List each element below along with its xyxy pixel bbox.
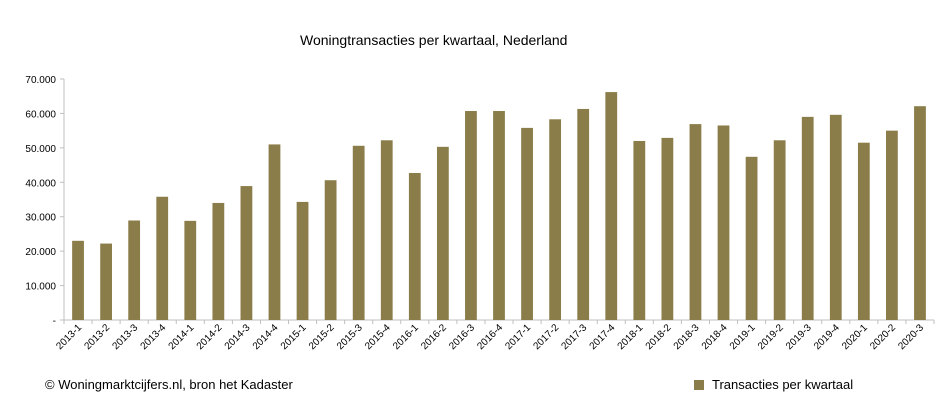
x-tick-label: 2016-1 [391, 322, 421, 352]
x-tick-label: 2017-3 [560, 322, 590, 352]
x-tick-label: 2018-4 [700, 322, 730, 352]
bar [745, 156, 758, 320]
y-tick-label: 20.000 [25, 247, 56, 258]
source-credit: © Woningmarktcijfers.nl, bron het Kadast… [45, 377, 293, 392]
x-tick-label: 2014-4 [251, 322, 281, 352]
legend-label: Transacties per kwartaal [712, 377, 854, 392]
bar [436, 146, 449, 320]
y-tick-label: 60.000 [25, 109, 56, 120]
bar [633, 140, 646, 320]
x-tick-label: 2014-2 [195, 322, 225, 352]
y-tick-label: 40.000 [25, 178, 56, 189]
bar [380, 140, 393, 320]
bar [886, 130, 898, 320]
x-tick-label: 2015-2 [307, 322, 337, 352]
bar [857, 142, 870, 320]
x-tick-label: 2019-3 [784, 322, 814, 352]
bar [240, 186, 253, 320]
x-tick-label: 2017-4 [588, 322, 618, 352]
bar [689, 124, 702, 320]
y-tick-label: 30.000 [25, 213, 56, 224]
bar [577, 108, 590, 321]
bar [72, 240, 84, 320]
bar [717, 125, 730, 320]
x-tick-label: 2014-1 [167, 322, 197, 352]
x-tick-label: 2018-1 [616, 322, 646, 352]
bar [605, 92, 618, 320]
bar [801, 116, 814, 320]
bar [100, 243, 112, 320]
y-tick-label: 70.000 [25, 75, 56, 86]
x-tick-label: 2016-2 [419, 322, 449, 352]
x-tick-label: 2015-4 [363, 322, 393, 352]
bar [296, 201, 309, 320]
x-tick-label: 2014-3 [223, 322, 253, 352]
y-tick-labels: - 10.000 20.000 30.000 40.000 50.000 60.000 70.… [25, 75, 56, 327]
bar [914, 106, 926, 320]
x-tick-label: 2019-2 [756, 322, 786, 352]
bar [493, 111, 505, 320]
bars [72, 92, 926, 321]
legend-swatch [694, 379, 704, 390]
x-tick-label: 2019-4 [812, 322, 842, 352]
x-tick-label: 2020-1 [840, 322, 870, 352]
x-tick-label: 2013-3 [110, 322, 140, 352]
legend: Transacties per kwartaal [694, 377, 853, 392]
bar [408, 172, 421, 320]
x-tick-label: 2018-3 [672, 322, 702, 352]
x-tick-label: 2020-3 [896, 322, 926, 352]
x-tick-label: 2015-1 [279, 322, 309, 352]
bar [156, 196, 169, 320]
x-tick-label: 2020-2 [868, 322, 898, 352]
bar [128, 220, 141, 320]
x-tick-label: 2017-2 [531, 322, 561, 352]
x-tick-label: 2017-1 [503, 322, 533, 352]
bar [661, 137, 674, 320]
x-tick-label: 2019-1 [728, 322, 758, 352]
x-tick-labels: 2013-12013-22013-32013-42014-12014-22014… [54, 322, 926, 352]
bar [352, 145, 365, 320]
bar [465, 111, 477, 320]
x-tick-label: 2016-3 [447, 322, 477, 352]
y-tick-label: 50.000 [25, 144, 56, 155]
chart-title: Woningtransacties per kwartaal, Nederlan… [300, 32, 568, 48]
y-tick-label: 10.000 [25, 282, 56, 293]
bar [549, 119, 562, 320]
x-tick-label: 2013-4 [139, 322, 169, 352]
x-tick-label: 2013-1 [54, 322, 84, 352]
x-tick-label: 2013-2 [82, 322, 112, 352]
x-tick-label: 2016-4 [475, 322, 505, 352]
bar [212, 202, 225, 320]
bar [773, 140, 786, 320]
bar [521, 127, 533, 320]
x-tick-label: 2018-2 [644, 322, 674, 352]
bar [829, 114, 842, 320]
bar [184, 220, 197, 320]
x-tick-label: 2015-3 [335, 322, 365, 352]
bar [324, 180, 337, 320]
bar [268, 144, 281, 320]
y-tick-label: - [53, 316, 56, 327]
